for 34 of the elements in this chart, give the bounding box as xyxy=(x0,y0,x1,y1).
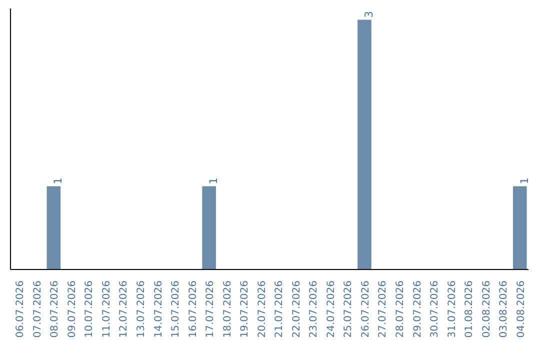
x-tick-label: 26.07.2026 xyxy=(360,280,372,338)
x-tick-label: 13.07.2026 xyxy=(136,280,147,338)
x-tick-label: 31.07.2026 xyxy=(446,280,458,338)
x-tick-label: 18.07.2026 xyxy=(222,280,234,338)
x-tick-label: 21.07.2026 xyxy=(274,280,286,338)
x-tick-label: 11.07.2026 xyxy=(101,280,112,338)
x-tick-label: 29.07.2026 xyxy=(412,280,424,338)
x-tick-label: 10.07.2026 xyxy=(84,280,96,338)
x-tick-label: 24.07.2026 xyxy=(326,280,337,338)
x-tick-label: 27.07.2026 xyxy=(378,280,389,338)
x-tick-label: 12.07.2026 xyxy=(118,280,130,338)
data-label: 3 xyxy=(362,10,376,18)
x-tick-label: 02.08.2026 xyxy=(481,280,492,338)
x-tick-label: 25.07.2026 xyxy=(343,280,354,338)
x-tick-label: 04.08.2026 xyxy=(516,280,527,338)
x-tick-label: 08.07.2026 xyxy=(50,280,61,338)
x-tick-label: 01.08.2026 xyxy=(464,280,476,338)
x-tick-label: 06.07.2026 xyxy=(15,280,26,338)
x-tick-label: 09.07.2026 xyxy=(66,280,78,338)
x-tick-label: 22.07.2026 xyxy=(291,280,302,338)
x-tick-label: 03.08.2026 xyxy=(498,280,510,338)
x-tick-label: 15.07.2026 xyxy=(170,280,182,338)
data-label: 1 xyxy=(207,177,220,184)
x-tick-label: 28.07.2026 xyxy=(395,280,406,338)
x-tick-label: 16.07.2026 xyxy=(188,280,199,338)
x-tick-label: 19.07.2026 xyxy=(240,280,251,338)
data-label: 1 xyxy=(518,177,531,184)
data-label: 1 xyxy=(52,177,65,184)
x-tick-label: 17.07.2026 xyxy=(205,280,216,338)
x-tick-label: 30.07.2026 xyxy=(430,280,441,338)
x-tick-label: 07.07.2026 xyxy=(32,280,44,338)
x-tick-label: 20.07.2026 xyxy=(256,280,268,338)
x-tick-label: 14.07.2026 xyxy=(153,280,164,338)
x-tick-label: 23.07.2026 xyxy=(308,280,320,338)
